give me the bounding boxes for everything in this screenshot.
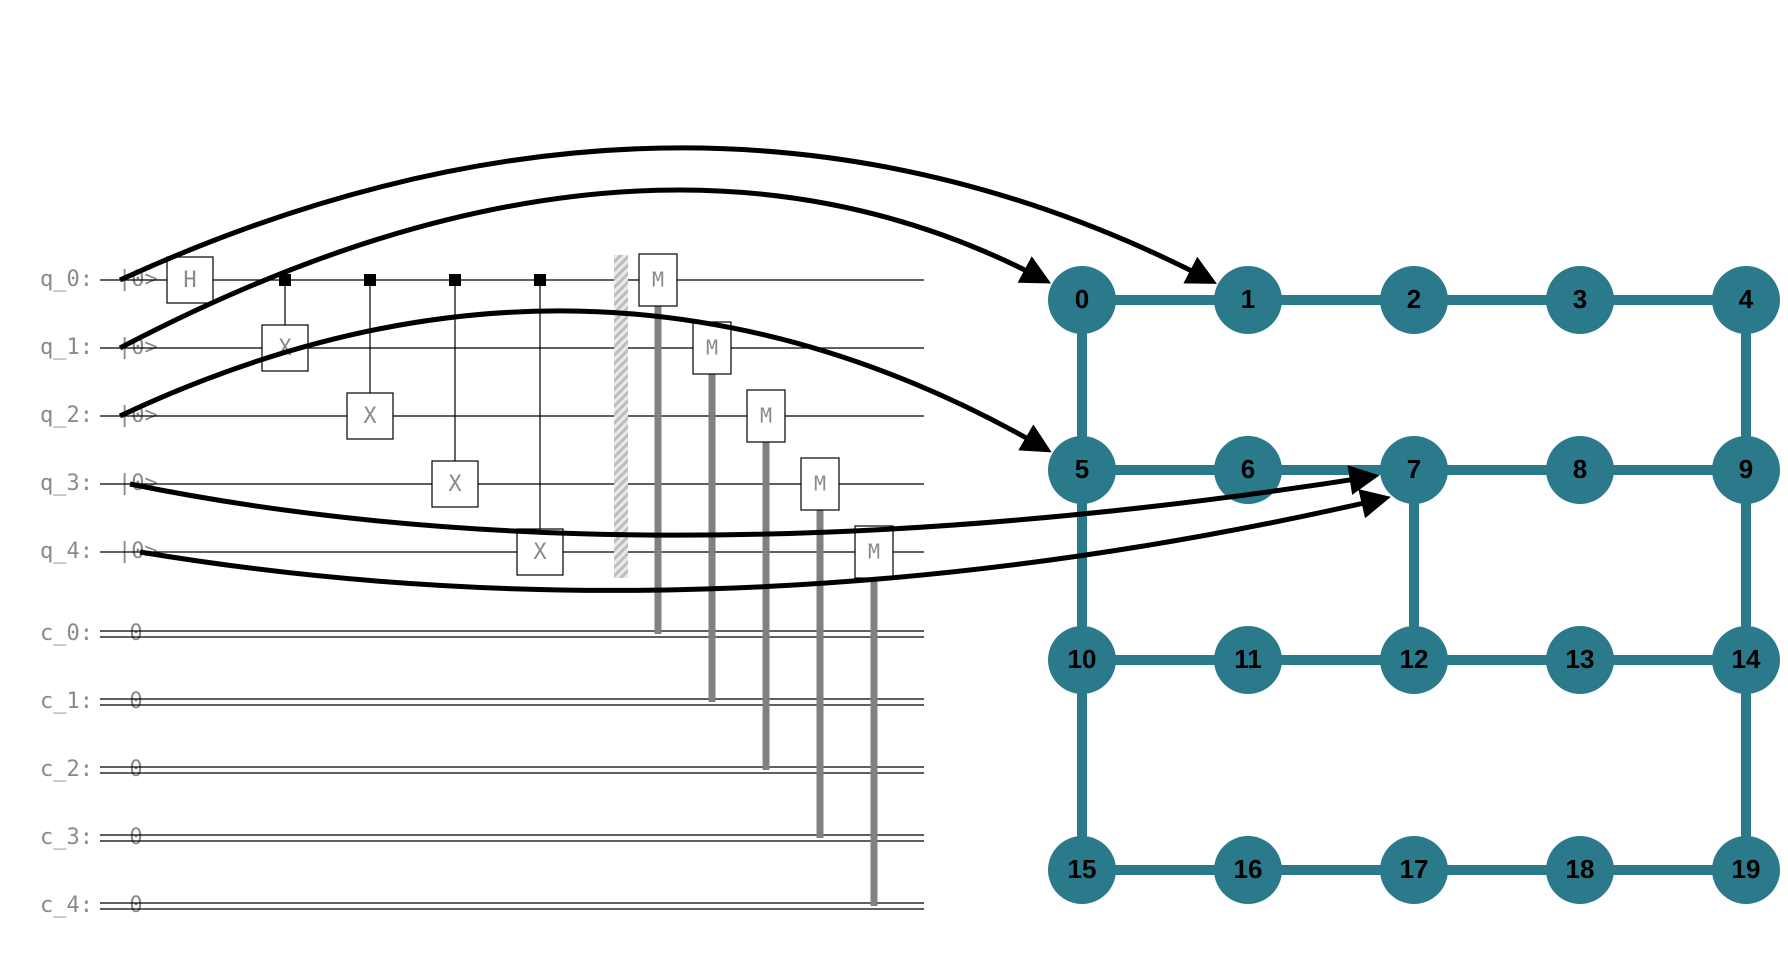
graph-node-1: 1 xyxy=(1214,266,1282,334)
svg-text:9: 9 xyxy=(1739,454,1753,484)
graph-node-11: 11 xyxy=(1214,626,1282,694)
svg-text:H: H xyxy=(183,268,196,293)
graph-node-4: 4 xyxy=(1712,266,1780,334)
graph-node-0: 0 xyxy=(1048,266,1116,334)
measure-0: M xyxy=(639,254,677,634)
graph-node-16: 16 xyxy=(1214,836,1282,904)
gate-h-0: H xyxy=(167,257,213,303)
wire-label: q_0: xyxy=(40,267,93,292)
wire-label: q_2: xyxy=(40,403,93,428)
svg-text:3: 3 xyxy=(1573,284,1587,314)
graph-node-5: 5 xyxy=(1048,436,1116,504)
wire-label: q_1: xyxy=(40,335,93,360)
graph-node-15: 15 xyxy=(1048,836,1116,904)
measure-2: M xyxy=(747,390,785,770)
svg-text:0: 0 xyxy=(1075,284,1089,314)
wire-label: c_0: xyxy=(40,621,93,646)
svg-text:16: 16 xyxy=(1234,854,1263,884)
svg-text:X: X xyxy=(533,540,547,565)
svg-text:11: 11 xyxy=(1234,644,1262,674)
svg-text:19: 19 xyxy=(1732,854,1761,884)
quantum-wire-4: q_4:|0> xyxy=(40,539,924,564)
wire-label: q_4: xyxy=(40,539,93,564)
svg-text:7: 7 xyxy=(1407,454,1421,484)
svg-text:6: 6 xyxy=(1241,454,1255,484)
svg-text:14: 14 xyxy=(1732,644,1761,674)
svg-text:17: 17 xyxy=(1400,854,1429,884)
svg-text:18: 18 xyxy=(1566,854,1595,884)
graph-node-19: 19 xyxy=(1712,836,1780,904)
wire-val: 0 xyxy=(129,689,142,714)
svg-text:2: 2 xyxy=(1407,284,1421,314)
wire-label: c_1: xyxy=(40,689,93,714)
svg-text:M: M xyxy=(814,472,826,496)
svg-text:1: 1 xyxy=(1241,284,1255,314)
wire-label: c_4: xyxy=(40,893,93,918)
classical-wire-4: c_4: 0 xyxy=(40,893,924,918)
classical-wire-2: c_2: 0 xyxy=(40,757,924,782)
quantum-wire-1: q_1:|0> xyxy=(40,335,924,360)
svg-text:4: 4 xyxy=(1739,284,1754,314)
mapping-arrows xyxy=(120,148,1386,591)
svg-text:5: 5 xyxy=(1075,454,1089,484)
device-graph: 012345678910111213141516171819 xyxy=(1048,266,1780,904)
svg-text:M: M xyxy=(760,404,772,428)
wire-val: 0 xyxy=(129,757,142,782)
wire-val: 0 xyxy=(129,825,142,850)
mapping-arrow-1 xyxy=(120,190,1047,348)
wire-val: 0 xyxy=(129,893,142,918)
svg-text:M: M xyxy=(652,268,664,292)
graph-node-9: 9 xyxy=(1712,436,1780,504)
graph-node-17: 17 xyxy=(1380,836,1448,904)
graph-node-12: 12 xyxy=(1380,626,1448,694)
svg-text:13: 13 xyxy=(1566,644,1595,674)
wire-label: q_3: xyxy=(40,471,93,496)
measure-3: M xyxy=(801,458,839,838)
svg-text:X: X xyxy=(448,472,462,497)
graph-node-18: 18 xyxy=(1546,836,1614,904)
mapping-arrow-2 xyxy=(120,311,1047,450)
graph-node-8: 8 xyxy=(1546,436,1614,504)
svg-text:15: 15 xyxy=(1068,854,1097,884)
quantum-wire-2: q_2:|0> xyxy=(40,403,924,428)
graph-node-7: 7 xyxy=(1380,436,1448,504)
classical-wire-3: c_3: 0 xyxy=(40,825,924,850)
mapping-arrow-3 xyxy=(130,476,1374,535)
graph-node-2: 2 xyxy=(1380,266,1448,334)
gate-cx-3: X xyxy=(432,274,478,507)
classical-wire-0: c_0: 0 xyxy=(40,621,924,646)
wire-label: c_2: xyxy=(40,757,93,782)
graph-node-14: 14 xyxy=(1712,626,1780,694)
graph-node-3: 3 xyxy=(1546,266,1614,334)
svg-text:M: M xyxy=(706,336,718,360)
svg-text:12: 12 xyxy=(1400,644,1429,674)
barrier xyxy=(614,255,628,578)
wire-val: 0 xyxy=(129,621,142,646)
svg-text:X: X xyxy=(363,404,377,429)
gate-cx-2: X xyxy=(347,274,393,439)
svg-text:M: M xyxy=(868,540,880,564)
wire-label: c_3: xyxy=(40,825,93,850)
svg-text:10: 10 xyxy=(1068,644,1097,674)
graph-node-13: 13 xyxy=(1546,626,1614,694)
svg-text:8: 8 xyxy=(1573,454,1587,484)
measure-1: M xyxy=(693,322,731,702)
graph-node-10: 10 xyxy=(1048,626,1116,694)
classical-wire-1: c_1: 0 xyxy=(40,689,924,714)
